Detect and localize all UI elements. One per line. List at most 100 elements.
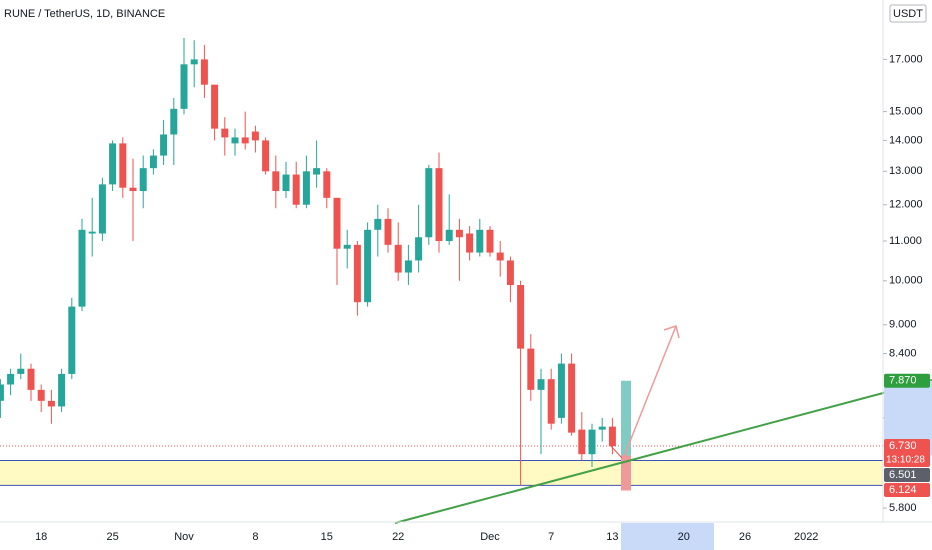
candle-body: [364, 229, 372, 303]
candle-body: [292, 174, 300, 205]
candle-body: [272, 171, 280, 192]
position-profit: [621, 380, 631, 456]
candle-body: [231, 137, 239, 144]
y-tick-label: 10.000: [889, 275, 923, 287]
position-loss: [621, 455, 631, 491]
x-tick-label: 20: [678, 531, 690, 543]
candle-body: [455, 229, 463, 238]
price-label-box: [884, 468, 930, 483]
price-label-box: [884, 373, 930, 388]
currency: USDT: [893, 8, 923, 20]
candle-body: [568, 363, 576, 433]
candle-body: [251, 131, 259, 141]
candle-body: [302, 171, 310, 205]
candle-body: [149, 155, 157, 169]
y-tick-label: 9.000: [889, 319, 917, 331]
candle-body: [445, 229, 453, 242]
candle-body: [476, 229, 484, 253]
candle-body: [88, 231, 96, 234]
candle-body: [588, 429, 596, 455]
drawings: [0, 380, 883, 491]
candle-body: [496, 252, 504, 261]
candle-body: [394, 244, 402, 273]
x-tick-label: 25: [106, 531, 118, 543]
candle-body: [466, 233, 474, 253]
candle-body: [527, 348, 535, 390]
y-tick-label: 8.400: [889, 347, 917, 359]
candle-body: [415, 237, 423, 261]
price-label: 7.870: [889, 375, 917, 387]
candle-body: [486, 229, 494, 253]
candle-body: [119, 143, 127, 188]
countdown: 13:10:28: [886, 455, 925, 466]
candle-body: [374, 218, 382, 230]
candle-body: [160, 134, 168, 156]
candle-body: [109, 143, 117, 185]
price-label: 6.730: [889, 440, 917, 452]
y-tick-label: 17.000: [889, 53, 923, 65]
support-zone: [0, 460, 883, 486]
currency-box[interactable]: [889, 4, 927, 23]
candle-body: [333, 197, 341, 249]
candle-body: [537, 379, 545, 390]
axes: 17.000 15.000 14.000 13.000 12.000 11.000 10.0…: [35, 53, 932, 543]
candle-body: [129, 187, 137, 192]
candle-body: [547, 379, 555, 424]
y-tick-label: 11.000: [889, 235, 922, 247]
price-label-box: [884, 483, 930, 498]
candle-body: [506, 260, 514, 285]
price-label: 6.501: [889, 469, 917, 481]
trend-line[interactable]: [394, 379, 932, 524]
x-tick-label: Dec: [480, 531, 500, 543]
candle-body: [47, 400, 55, 407]
candle-body: [435, 168, 443, 242]
price-label-box: [884, 439, 930, 468]
candles: [0, 37, 616, 486]
candle-body: [517, 284, 525, 349]
y-tick-label: 14.000: [889, 134, 923, 146]
candle-body: [404, 260, 412, 273]
time-range-highlight: [621, 523, 714, 550]
y-tick-label: 13.000: [889, 165, 923, 177]
candle-body: [323, 171, 331, 198]
projection-arrow[interactable]: [622, 325, 677, 460]
x-tick-label: 2022: [794, 531, 818, 543]
overlay: [394, 325, 932, 524]
candle-body: [211, 84, 219, 129]
candle-body: [598, 426, 606, 430]
x-tick-label: Nov: [174, 531, 194, 543]
candle-body: [78, 229, 86, 307]
x-tick-label: 22: [392, 531, 404, 543]
price-label: 6.124: [889, 484, 917, 496]
x-tick-label: 8: [252, 531, 258, 543]
candle-body: [27, 368, 35, 390]
x-tick-label: 15: [321, 531, 333, 543]
candle-body: [0, 384, 4, 401]
candle-body: [200, 59, 208, 85]
candle-body: [190, 59, 198, 65]
candle-body: [7, 373, 15, 385]
candle-body: [557, 363, 565, 418]
y-tick-label: 5.800: [889, 502, 917, 514]
y-tick-label: 12.000: [889, 199, 923, 211]
candle-body: [68, 306, 76, 374]
candle-body: [170, 108, 178, 135]
candle-body: [37, 389, 45, 401]
x-tick-label: 7: [548, 531, 554, 543]
candle-body: [578, 429, 586, 455]
x-tick-label: 13: [606, 531, 618, 543]
candle-body: [282, 174, 290, 192]
candle-body: [17, 368, 25, 374]
candle-body: [313, 168, 321, 175]
candle-body: [384, 218, 392, 245]
candle-body: [58, 373, 66, 407]
candle-body: [221, 128, 229, 138]
x-tick-label: 18: [35, 531, 47, 543]
chart-title: RUNE / TetherUS, 1D, BINANCE: [4, 8, 165, 20]
candle-body: [608, 426, 616, 447]
y-tick-label: 15.000: [889, 106, 923, 118]
candle-body: [139, 168, 147, 192]
